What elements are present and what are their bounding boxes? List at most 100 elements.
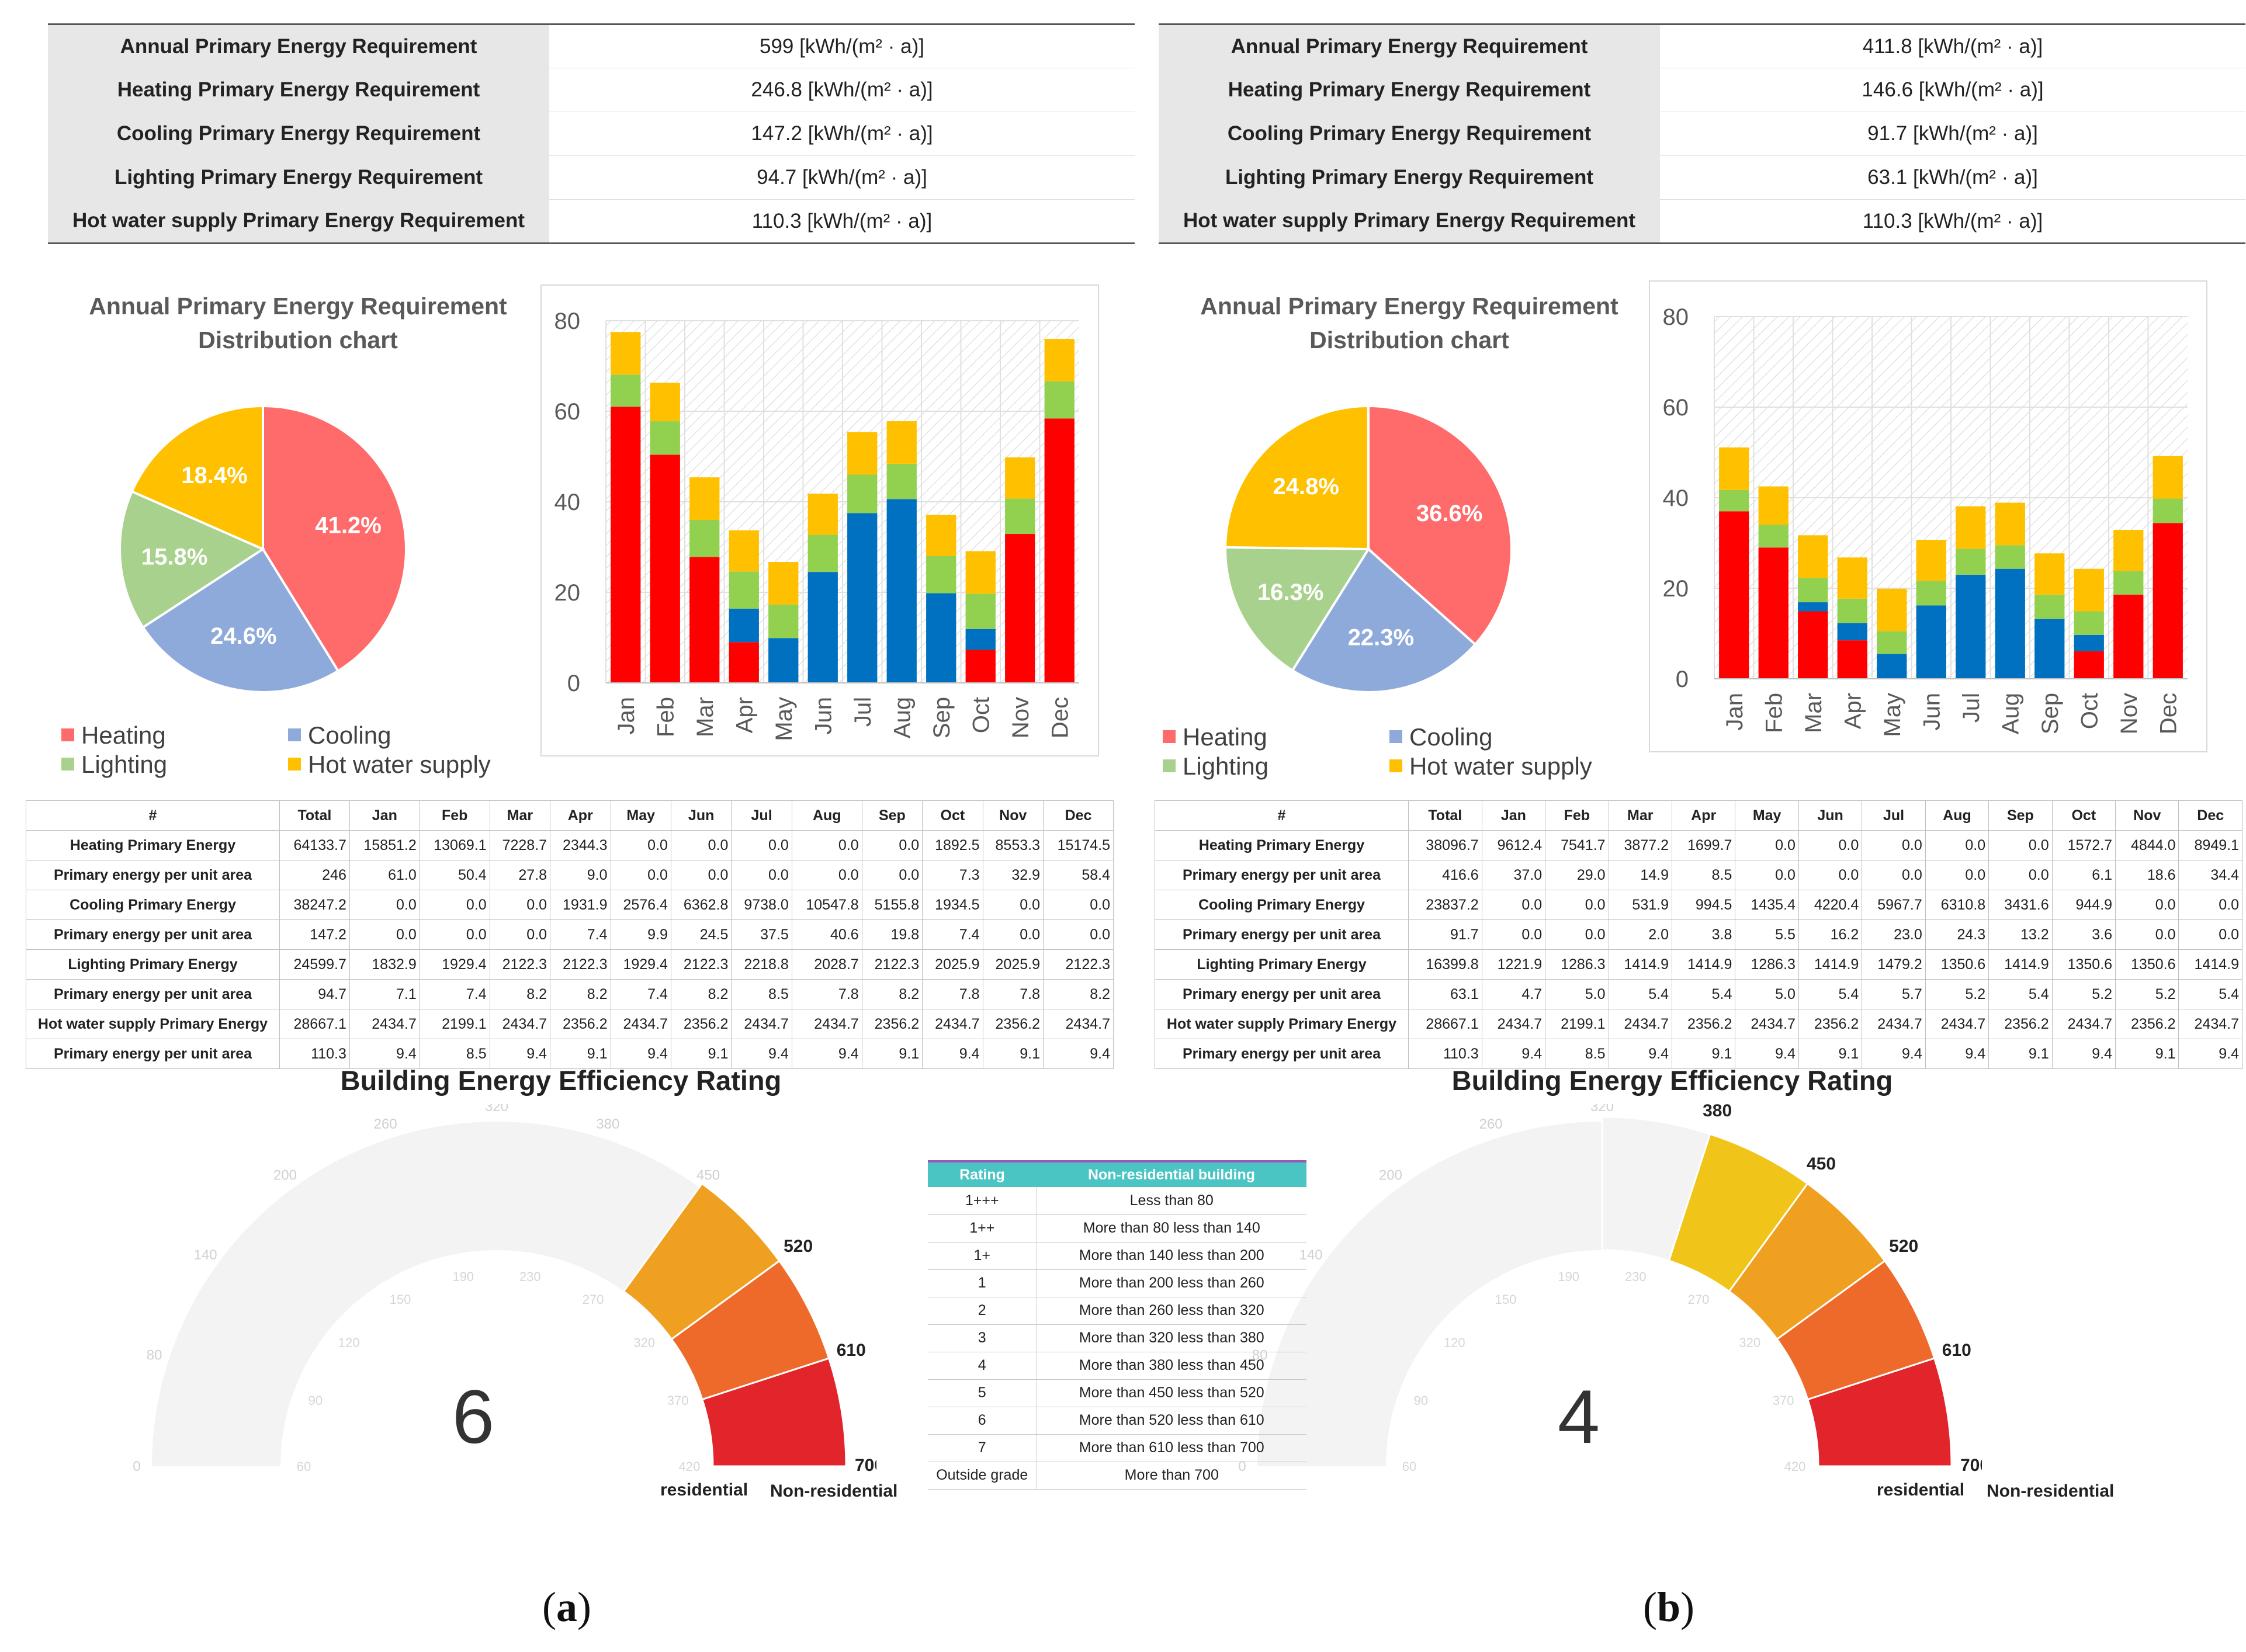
summary-label: Lighting Primary Energy Requirement [1159,155,1660,200]
x-tick-label: Nov [2116,693,2142,734]
summary-value: 147.2 [kWh/(m² · a)] [549,112,1135,156]
table-cell: 8553.3 [982,830,1044,860]
gauge-scale-label: 320 [485,1104,508,1115]
legend-label: Hot water supply [308,751,491,778]
grade-range: More than 200 less than 260 [1037,1269,1306,1297]
x-tick-label: Jan [1722,693,1748,731]
table-cell: 0.0 [489,890,551,920]
bar-segment-cooling [847,513,878,683]
table-cell: 1892.5 [922,830,983,860]
table-cell: 9.4 [2178,1039,2242,1069]
stacked-bar-chart: 0 20 40 60 80 Jan Feb Mar Apr May Jun Jul Aug Sep Oct N… [554,308,1079,741]
gauge-scale-label: 0 [133,1459,140,1474]
x-tick-label: Oct [968,697,994,733]
table-cell: 7541.7 [1545,830,1609,860]
bar-segment-cooling [1798,602,1828,612]
rating-gauge: 0801402002603203804505206107006090120150… [1238,1104,1982,1475]
bar-segment-lighting [689,520,720,557]
gauge-inner-scale-label: 90 [309,1393,323,1408]
table-cell: 8.2 [670,979,732,1009]
bar-segment-hot-water-supply [1837,557,1867,599]
table-cell: 34.4 [2178,860,2242,890]
grade-rating: 5 [928,1379,1037,1407]
bar-segment-hot-water-supply [807,494,838,535]
table-cell: 1931.9 [550,890,611,920]
bar-segment-hot-water-supply [965,551,996,594]
grade-rating: 4 [928,1352,1037,1380]
table-cell: 2434.7 [1925,1009,1989,1039]
legend-label: Heating [81,721,166,749]
gauge-inner-scale-label: 120 [1444,1335,1465,1350]
monthly-energy-table: # Total Jan Feb Mar Apr May Jun Jul Aug Sep Oct Nov D… [26,800,1114,1069]
summary-value: 411.8 [kWh/(m² · a)] [1862,34,2043,58]
gauge-active-label: 520 [1889,1237,1918,1256]
table-cell: 91.7 [1408,919,1482,950]
bar-segment-lighting [1719,490,1749,512]
bar-segment-hot-water-supply [1877,588,1907,631]
table-cell: 94.7 [279,979,350,1009]
table-cell: 5.0 [1735,979,1799,1009]
grade-rating: 1+++ [928,1187,1037,1215]
table-cell: 2356.2 [1671,1009,1736,1039]
table-cell: 2434.7 [791,1009,862,1039]
grade-range: More than 320 less than 380 [1037,1324,1306,1352]
bar-segment-cooling [886,499,917,683]
bar-segment-heating [1719,511,1749,679]
table-cell: 50.4 [419,860,490,890]
x-tick-label: Aug [889,697,915,738]
table-cell: 2356.2 [1798,1009,1863,1039]
table-row: Primary energy per unit area 246 61.0 50.4 2… [26,860,1114,890]
table-cell: 1414.9 [1608,949,1672,980]
y-tick-label: 80 [554,308,581,334]
table-cell: 0.0 [1988,860,2053,890]
table-cell: 1286.3 [1545,949,1609,980]
y-tick-label: 60 [1663,395,1689,421]
table-cell: 5.4 [1798,979,1863,1009]
table-cell: 28667.1 [1408,1009,1482,1039]
x-tick-label: Jul [1959,693,1984,723]
row-label: Primary energy per unit area [1155,979,1409,1009]
table-cell: 2356.2 [982,1009,1044,1039]
table-cell: 0.0 [1043,890,1114,920]
column-header: Jan [349,800,420,831]
summary-label: Hot water supply Primary Energy Requirem… [1159,199,1660,244]
legend-label: Hot water supply [1409,752,1592,780]
table-cell: 7.8 [791,979,862,1009]
table-row: Heating Primary Energy Requirement 246.8 … [48,68,1135,112]
bar-segment-hot-water-supply [1995,502,2025,546]
bar-segment-cooling [2074,634,2104,651]
column-header: Mar [489,800,551,831]
table-cell: 7.4 [610,979,671,1009]
summary-label: Heating Primary Energy Requirement [48,68,549,112]
row-label: Primary energy per unit area [26,1039,280,1069]
row-label: Lighting Primary Energy [26,949,280,980]
summary-value: 91.7 [kWh/(m² · a)] [1660,112,2245,156]
rating-title: Building Energy Efficiency Rating [1451,1065,1893,1096]
grade-range: More than 520 less than 610 [1037,1407,1306,1435]
table-cell: 10547.8 [791,890,862,920]
summary-table: Annual Primary Energy Requirement 411.8 [… [1159,23,2245,244]
table-cell: 994.5 [1671,890,1736,920]
table-cell: 2576.4 [610,890,671,920]
rating-grade-table: Rating Non-residential building 1+++ Less t… [928,1160,1306,1490]
gauge-segment [152,1359,292,1466]
table-cell: 8.2 [489,979,551,1009]
stacked-bar-chart: 0 20 40 60 80 Jan Feb Mar Apr May Jun Jul Aug Sep Oct N… [1663,304,2188,737]
table-cell: 2344.3 [550,830,611,860]
table-cell: 5.7 [1862,979,1926,1009]
table-cell: 7.4 [419,979,490,1009]
bar-segment-lighting [2074,611,2104,635]
column-header: Jul [731,800,792,831]
table-cell: 2025.9 [922,949,983,980]
pie-slice-cooling [141,547,340,693]
table-row: 1++ More than 80 less than 140 [928,1214,1306,1243]
bar-segment-heating [650,454,680,683]
table-cell: 0.0 [2178,890,2242,920]
table-cell: 0.0 [861,860,923,890]
gauge-inner-scale-label: 60 [1402,1459,1416,1474]
table-cell: 0.0 [731,860,792,890]
table-row: Primary energy per unit area 91.7 0.0 0.0 2.… [1155,919,2242,950]
bar-segment-heating [1044,418,1075,683]
table-cell: 37.5 [731,919,792,950]
table-row: Primary energy per unit area 63.1 4.7 5.0 5.… [1155,979,2242,1009]
